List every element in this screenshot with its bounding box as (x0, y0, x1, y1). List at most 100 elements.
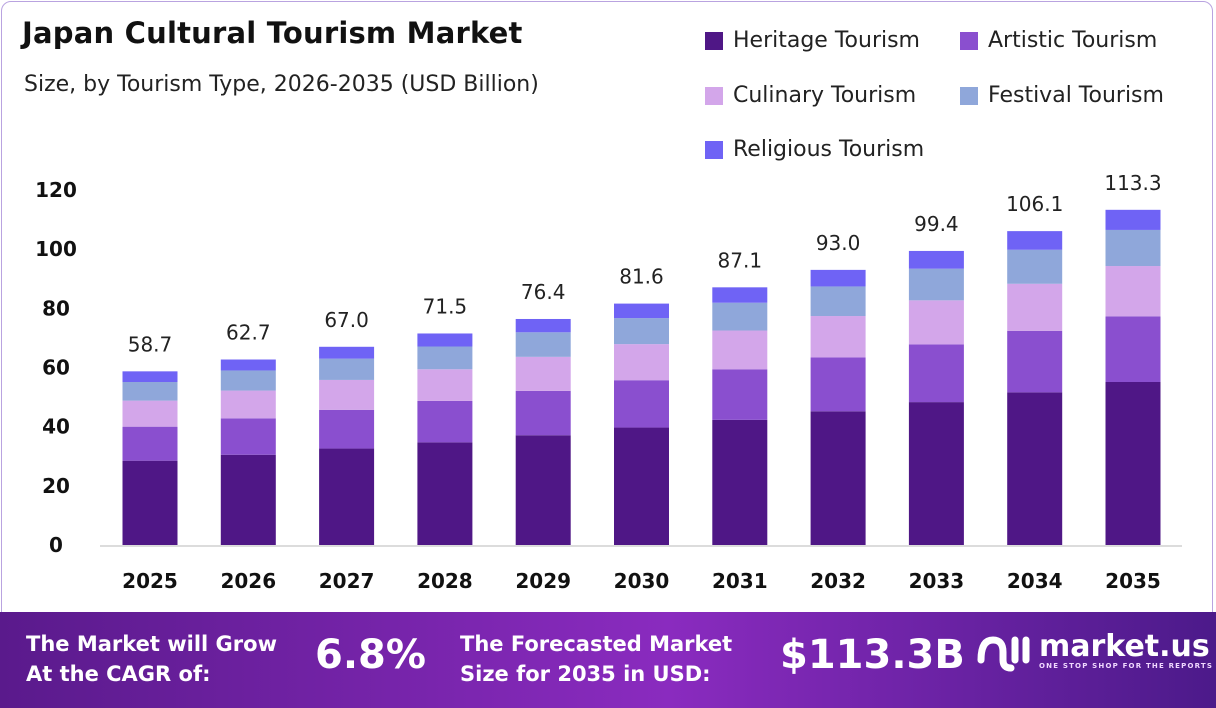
y-tick-label: 20 (42, 474, 70, 498)
x-tick-label: 2027 (319, 569, 375, 593)
x-tick-label: 2035 (1105, 569, 1161, 593)
bar-segment-artistic-tourism (1105, 316, 1161, 382)
bar-total-label: 67.0 (324, 308, 369, 332)
bar-segment-culinary-tourism (417, 369, 473, 401)
chart-subtitle: Size, by Tourism Type, 2026-2035 (USD Bi… (24, 72, 539, 97)
legend-item-artistic: Artistic Tourism (960, 28, 1157, 53)
bar-total-label: 93.0 (816, 231, 861, 255)
legend-label: Artistic Tourism (988, 28, 1158, 53)
bar-segment-festival-tourism (122, 381, 178, 401)
bar-total-label: 71.5 (423, 294, 468, 318)
chart-title: Japan Cultural Tourism Market (22, 16, 523, 50)
bar-segment-heritage-tourism (122, 460, 178, 545)
bar-segment-festival-tourism (712, 302, 768, 331)
bar-segment-festival-tourism (1007, 249, 1063, 284)
bar-segment-religious-tourism (810, 269, 866, 287)
bar-segment-culinary-tourism (1007, 283, 1063, 331)
stacked-bar-chart: 0 20 40 60 80 100 120 58.7 2025 62.7 2026 67.0 2027 7… (35, 171, 1182, 593)
bar-segment-artistic-tourism (712, 369, 768, 420)
logo-icon (977, 636, 1030, 672)
bar-segment-festival-tourism (319, 358, 375, 380)
bar-segment-culinary-tourism (515, 356, 571, 391)
forecast-value: $113.3B (780, 632, 965, 678)
y-tick-label: 80 (42, 296, 70, 320)
x-tick-label: 2025 (122, 569, 178, 593)
bar-segment-artistic-tourism (417, 400, 473, 443)
legend-swatch (705, 86, 723, 105)
legend-label: Religious Tourism (733, 137, 925, 162)
y-tick-label: 40 (42, 415, 70, 439)
bar-segment-heritage-tourism (220, 454, 276, 545)
bar-segment-culinary-tourism (319, 379, 375, 410)
logo-tagline: ONE STOP SHOP FOR THE REPORTS (1039, 662, 1214, 670)
x-tick-label: 2033 (909, 569, 965, 593)
bar-total-label: 76.4 (521, 280, 566, 304)
bar-segment-artistic-tourism (122, 426, 178, 461)
cagr-label-line1: The Market will Grow (26, 632, 277, 656)
bar-segment-artistic-tourism (319, 409, 375, 449)
bar-segment-artistic-tourism (220, 418, 276, 455)
y-tick-label: 120 (35, 178, 77, 202)
logo-name: market.us (1039, 629, 1210, 664)
bar-segment-religious-tourism (319, 346, 375, 359)
bar-segment-religious-tourism (614, 303, 669, 319)
bar-segment-religious-tourism (122, 371, 178, 382)
bar-segment-heritage-tourism (1007, 392, 1063, 545)
cagr-label: The Market will Grow At the CAGR of: (26, 629, 277, 689)
bar-total-label: 62.7 (226, 321, 271, 345)
bar-segment-heritage-tourism (515, 435, 571, 545)
bar-segment-heritage-tourism (908, 402, 964, 545)
legend-item-culinary: Culinary Tourism (705, 83, 916, 108)
bar-segment-artistic-tourism (908, 344, 964, 403)
bar-total-label: 99.4 (914, 212, 959, 236)
bar-segment-festival-tourism (220, 370, 276, 391)
legend-label: Heritage Tourism (733, 28, 920, 53)
bar-segment-culinary-tourism (908, 300, 964, 345)
cagr-label-line2: At the CAGR of: (26, 662, 211, 686)
legend-label: Culinary Tourism (733, 83, 917, 108)
bar-segment-religious-tourism (1105, 209, 1161, 230)
bar-segment-religious-tourism (908, 250, 964, 269)
bar-segment-heritage-tourism (712, 419, 768, 545)
bar-segment-festival-tourism (810, 286, 866, 317)
x-tick-label: 2034 (1007, 569, 1063, 593)
x-tick-label: 2031 (712, 569, 768, 593)
bar-total-label: 87.1 (718, 248, 763, 272)
x-tick-label: 2028 (417, 569, 473, 593)
bar-segment-festival-tourism (614, 318, 669, 345)
bar-segment-religious-tourism (417, 333, 473, 347)
bar-segment-heritage-tourism (319, 448, 375, 545)
bar-segment-heritage-tourism (1105, 381, 1161, 545)
bar-total-label: 81.6 (619, 265, 664, 289)
y-tick-label: 60 (42, 356, 70, 380)
bar-segment-artistic-tourism (810, 357, 866, 412)
legend-swatch (705, 140, 723, 159)
legend-item-heritage: Heritage Tourism (705, 28, 920, 53)
bar-total-label: 58.7 (128, 332, 173, 356)
bar-segment-culinary-tourism (220, 390, 276, 419)
y-tick-label: 100 (35, 237, 77, 261)
market-us-logo: market.us ONE STOP SHOP FOR THE REPORTS (975, 630, 1213, 672)
bar-segment-religious-tourism (515, 318, 571, 333)
bar-segment-heritage-tourism (417, 442, 473, 545)
bar-segment-culinary-tourism (810, 316, 866, 358)
bar-segment-heritage-tourism (614, 427, 669, 545)
bar-segment-religious-tourism (220, 359, 276, 371)
x-tick-label: 2026 (220, 569, 276, 593)
bar-segment-festival-tourism (1105, 229, 1161, 267)
forecast-label: The Forecasted Market Size for 2035 in US… (460, 629, 732, 689)
legend-swatch (705, 31, 723, 50)
legend-swatch (960, 31, 978, 50)
y-tick-label: 0 (49, 533, 63, 557)
bar-segment-festival-tourism (515, 332, 571, 357)
x-tick-label: 2029 (515, 569, 571, 593)
bar-segment-festival-tourism (417, 346, 473, 370)
bar-segment-artistic-tourism (515, 390, 571, 436)
cagr-value: 6.8% (315, 632, 426, 678)
legend-item-religious: Religious Tourism (705, 137, 924, 162)
bar-segment-culinary-tourism (712, 330, 768, 370)
bar-segment-heritage-tourism (810, 411, 866, 545)
legend-label: Festival Tourism (988, 83, 1164, 108)
x-tick-label: 2032 (810, 569, 866, 593)
